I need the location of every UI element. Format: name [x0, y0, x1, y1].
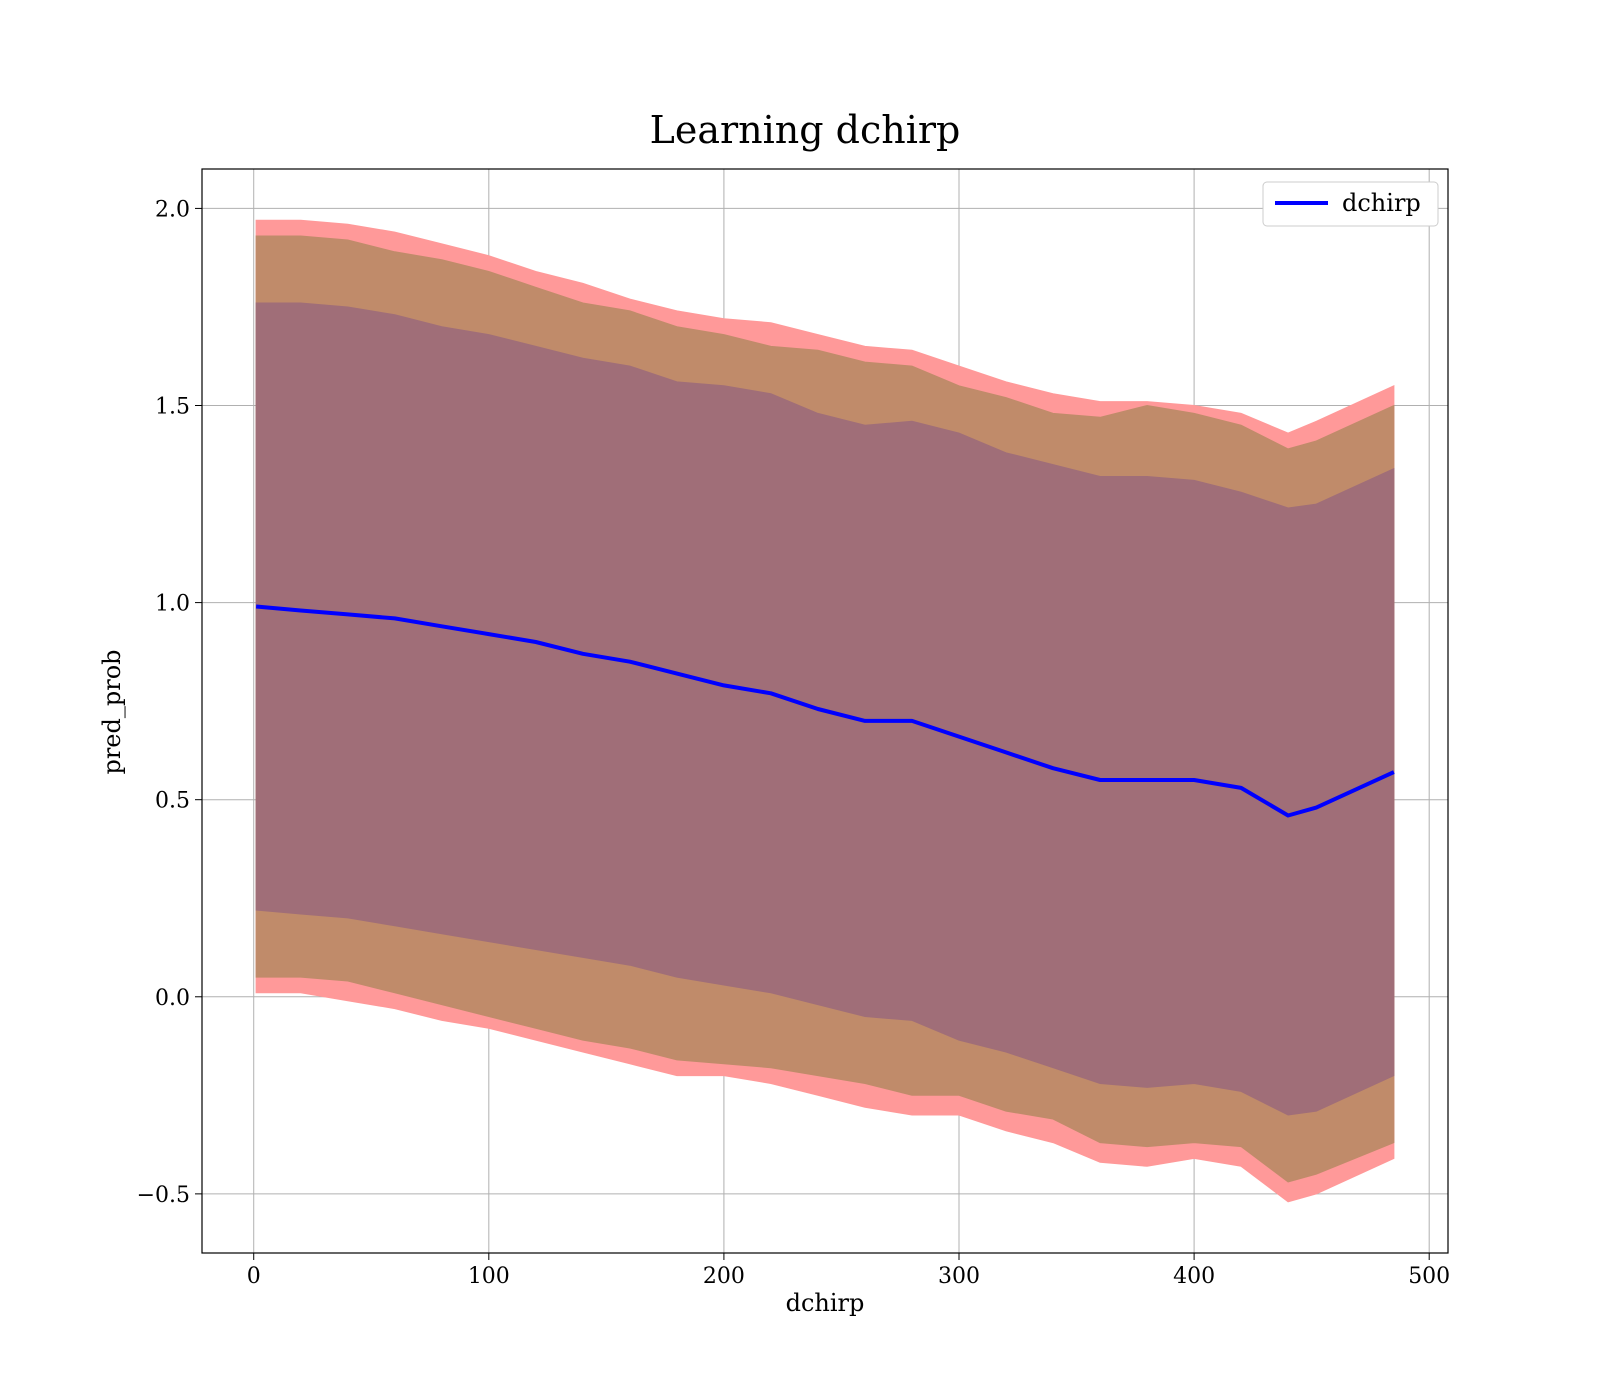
series-line-0	[255, 604, 1395, 818]
x-tick-label-0: 0	[247, 1264, 261, 1289]
y-tick-label-3: 1.0	[155, 592, 190, 617]
legend-label: dchirp	[1342, 189, 1421, 217]
y-tick-label-5: 2.0	[155, 197, 190, 222]
x-tick-label-4: 400	[1173, 1264, 1215, 1289]
plot-frame	[201, 168, 1449, 1254]
series-lines	[255, 604, 1395, 818]
chart-title: Learning dchirp	[650, 108, 961, 152]
x-tick-label-1: 100	[468, 1264, 510, 1289]
x-tick-label-3: 300	[938, 1264, 980, 1289]
axis-ticks: 0 100 200 300 400 500 −0.5 0.0 0.5 1.0 1.5 2.0	[137, 197, 1451, 1289]
x-tick-label-2: 200	[703, 1264, 745, 1289]
y-axis-label: pred_prob	[98, 649, 126, 774]
confidence-bands	[255, 219, 1395, 1203]
x-tick-label-5: 500	[1408, 1264, 1450, 1289]
y-tick-label-2: 0.5	[155, 789, 190, 814]
legend: dchirp	[1262, 181, 1439, 227]
y-tick-label-1: 0.0	[155, 986, 190, 1011]
legend-box	[1262, 181, 1439, 227]
x-axis-label: dchirp	[786, 1289, 865, 1317]
y-tick-label-4: 1.5	[155, 395, 190, 420]
y-tick-label-0: −0.5	[137, 1183, 190, 1208]
